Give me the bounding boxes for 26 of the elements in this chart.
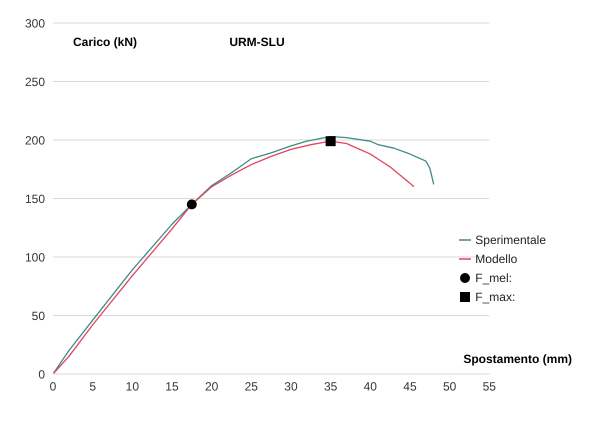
y-tick-label: 0 [38, 367, 46, 382]
y-tick-label: 50 [32, 308, 46, 323]
y-tick-label: 150 [24, 192, 46, 206]
x-tick-label: 40 [364, 380, 378, 394]
x-tick-label: 35 [324, 380, 338, 394]
y-axis-title: Carico (kN) [73, 35, 138, 49]
y-tick-label: 250 [24, 74, 46, 89]
x-axis-title: Spostamento (mm) [463, 352, 572, 366]
y-tick-label: 300 [24, 16, 46, 30]
x-tick-label: 15 [165, 380, 179, 394]
y-tick-label: 100 [24, 250, 46, 264]
text: URM-SLU [229, 35, 285, 49]
x-tick-label: 45 [403, 380, 417, 394]
x-tick-label: 20 [204, 380, 219, 394]
y-tick-label: 200 [24, 133, 46, 148]
x-tick-label: 5 [89, 380, 96, 394]
x-tick-label: 0 [50, 380, 57, 394]
legend-label: F_mel: [475, 271, 512, 285]
x-tick-label: 10 [126, 380, 140, 394]
legend-label: F_max: [475, 290, 516, 304]
x-tick-label: 55 [482, 380, 496, 394]
legend-label: Sperimentale [475, 233, 546, 247]
x-tick-label: 25 [244, 380, 258, 394]
x-tick-label: 50 [442, 380, 457, 394]
legend-label: Modello [475, 252, 518, 266]
x-tick-label: 30 [284, 380, 298, 394]
